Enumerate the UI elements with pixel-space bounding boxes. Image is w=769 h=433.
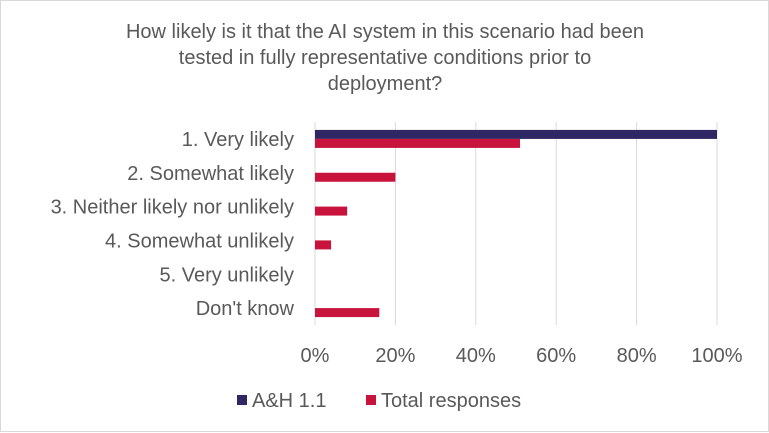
category-label: Don't know — [196, 298, 295, 320]
legend-swatch — [237, 395, 247, 405]
bar-total-responses — [315, 138, 521, 148]
x-tick-label: 100% — [691, 345, 742, 367]
category-label: 3. Neither likely nor unlikely — [51, 197, 294, 219]
category-label: 5. Very unlikely — [159, 264, 294, 286]
category-label: 4. Somewhat unlikely — [105, 230, 294, 252]
x-tick-label: 20% — [375, 345, 415, 367]
chart-title-line-3: deployment? — [328, 73, 443, 95]
bar-total-responses — [315, 240, 332, 250]
bar-ah-1-1 — [315, 129, 717, 139]
bar-total-responses — [315, 308, 380, 318]
x-tick-label: 80% — [617, 345, 657, 367]
x-tick-label: 40% — [456, 345, 496, 367]
category-label: 1. Very likely — [182, 129, 294, 151]
chart-title-line-2: tested in fully representative condition… — [179, 47, 591, 69]
category-label: 2. Somewhat likely — [127, 163, 294, 185]
x-tick-label: 60% — [536, 345, 576, 367]
legend-label: Total responses — [381, 390, 521, 412]
bar-total-responses — [315, 172, 396, 182]
x-tick-label: 0% — [301, 345, 330, 367]
legend-label: A&H 1.1 — [252, 390, 326, 412]
chart-title-line-1: How likely is it that the AI system in t… — [126, 21, 644, 43]
bar-total-responses — [315, 206, 348, 216]
legend-swatch — [366, 395, 376, 405]
